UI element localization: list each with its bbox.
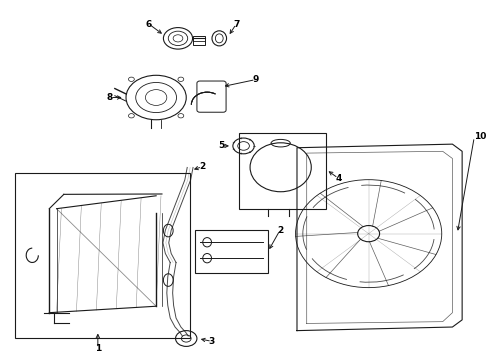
Text: 4: 4 bbox=[335, 174, 342, 183]
Text: 1: 1 bbox=[95, 344, 101, 353]
Text: 3: 3 bbox=[209, 337, 215, 346]
Text: 2: 2 bbox=[277, 226, 283, 235]
Text: 7: 7 bbox=[233, 19, 240, 28]
Bar bbox=[193, 36, 205, 45]
Text: 10: 10 bbox=[474, 132, 487, 141]
Text: 8: 8 bbox=[107, 93, 113, 102]
Bar bbox=[239, 134, 326, 209]
Bar bbox=[195, 230, 268, 273]
Text: 9: 9 bbox=[252, 75, 259, 84]
Bar bbox=[15, 173, 190, 338]
Text: 2: 2 bbox=[199, 162, 205, 171]
Text: 5: 5 bbox=[219, 141, 225, 150]
Circle shape bbox=[358, 226, 380, 242]
Text: 6: 6 bbox=[146, 19, 152, 28]
